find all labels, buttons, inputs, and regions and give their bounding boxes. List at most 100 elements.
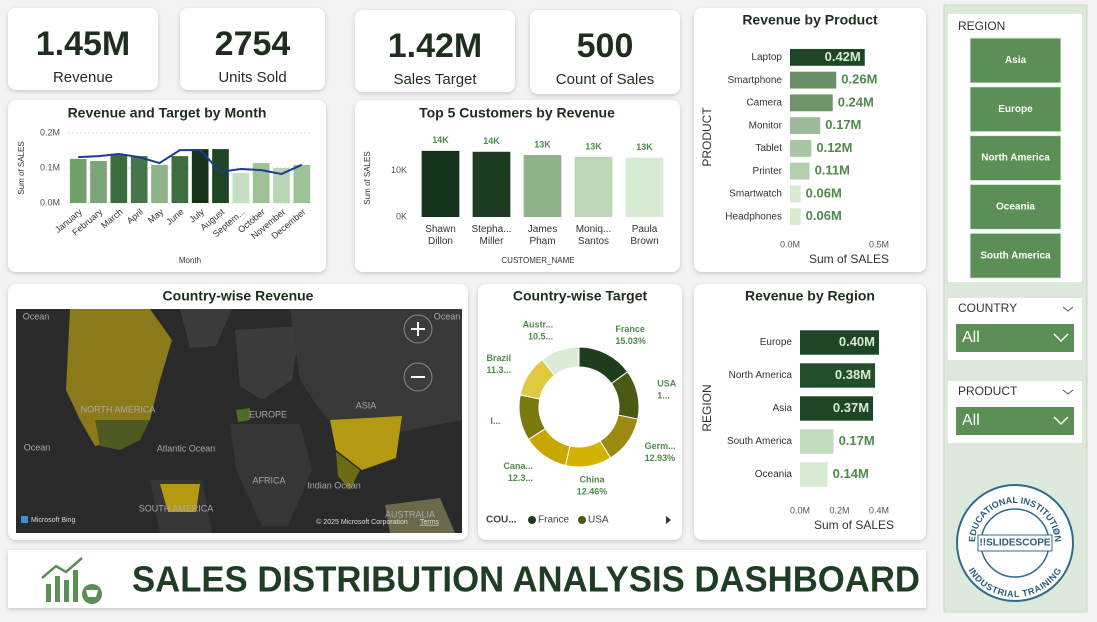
bar xyxy=(232,172,250,203)
y-tick-label: Smartwatch xyxy=(729,189,782,200)
data-label: 0.24M xyxy=(838,94,874,109)
y-tick-label: North America xyxy=(729,370,793,381)
data-label: 14K xyxy=(432,135,449,145)
bar xyxy=(800,429,834,454)
landmass xyxy=(236,408,250,422)
kpi-label: Sales Target xyxy=(393,71,477,88)
landmass xyxy=(230,424,312,526)
dropdown-value: All xyxy=(962,412,980,429)
card xyxy=(180,8,325,90)
slicer-chevron xyxy=(1062,389,1074,395)
slicer-chevron xyxy=(1062,306,1074,312)
zoom-in-icon xyxy=(411,322,425,336)
slice-label: Germ... xyxy=(645,441,676,451)
bar xyxy=(790,48,865,66)
data-label: 13K xyxy=(636,142,653,152)
icon-cart-body xyxy=(86,590,98,597)
icon-bar xyxy=(64,580,69,602)
card xyxy=(355,10,515,92)
y-tick-label: Headphones xyxy=(725,211,782,222)
slicer-title: REGION xyxy=(958,19,1005,33)
bing-logo xyxy=(21,516,28,523)
y-tick-label: 0.0M xyxy=(40,197,60,207)
slicer-title: PRODUCT xyxy=(958,384,1018,398)
y-tick-label: Asia xyxy=(773,403,793,414)
kpi-label: Units Sold xyxy=(218,69,286,86)
chart-title: Country-wise Revenue xyxy=(163,288,314,304)
donut-slice xyxy=(541,346,580,377)
slicer-option-label: Oceania xyxy=(996,202,1035,213)
slicer-option[interactable] xyxy=(969,135,1062,182)
chart-title: Revenue and Target by Month xyxy=(68,105,267,121)
bar xyxy=(790,208,801,226)
y-tick-label: Tablet xyxy=(755,143,782,154)
data-label: 0.11M xyxy=(815,163,850,178)
slicer-option[interactable] xyxy=(969,183,1062,230)
y-axis-title: REGION xyxy=(700,384,714,431)
data-label: 15.03% xyxy=(615,336,646,346)
map-attribution: Microsoft Bing xyxy=(31,517,75,524)
legend-label: France xyxy=(538,515,570,526)
slicer-option[interactable] xyxy=(969,86,1062,133)
legend-title: COU... xyxy=(486,515,517,526)
data-label: 0.14M xyxy=(833,466,869,481)
dropdown-chevron xyxy=(1053,416,1069,426)
icon-bar xyxy=(46,584,51,602)
chart-title: Top 5 Customers by Revenue xyxy=(419,105,615,121)
slicer-option[interactable] xyxy=(969,232,1062,279)
y-tick-label: South America xyxy=(727,436,792,447)
dropdown-value: All xyxy=(962,329,980,346)
y-tick-label: Oceania xyxy=(755,469,793,480)
bar xyxy=(790,94,833,112)
legend-swatch xyxy=(578,516,586,524)
data-label: 0.06M xyxy=(806,208,842,223)
data-label: 0.40M xyxy=(839,334,875,349)
landmass xyxy=(160,484,200,512)
chart-title: Revenue by Product xyxy=(742,12,878,28)
icon-bar xyxy=(73,570,78,602)
landmass xyxy=(180,309,232,348)
map-label: AFRICA xyxy=(252,475,285,485)
slicer-option-label: Asia xyxy=(1005,55,1027,66)
data-label: 0.17M xyxy=(839,433,875,448)
chart-title: Country-wise Target xyxy=(513,288,648,304)
data-label: 0.26M xyxy=(841,72,877,87)
dropdown[interactable] xyxy=(956,324,1074,352)
data-label: 12.93% xyxy=(645,453,676,463)
map-terms[interactable]: Terms xyxy=(420,519,440,526)
landmass xyxy=(385,498,455,533)
x-tick-label-box: Paula Brown xyxy=(630,224,659,247)
target-line xyxy=(78,149,303,175)
x-tick-label: 0.5M xyxy=(869,239,889,249)
bar xyxy=(212,149,229,203)
bar xyxy=(790,117,821,135)
y-tick-label: 0.1M xyxy=(40,162,60,172)
x-tick-label: Paula Brown xyxy=(630,224,659,247)
map-label: ASIA xyxy=(356,400,377,410)
legend-next[interactable] xyxy=(666,516,671,524)
logo-banner xyxy=(977,534,1053,552)
icon-bar xyxy=(55,576,60,602)
kpi-label: Revenue xyxy=(53,69,113,86)
map-label: Ocean xyxy=(24,442,51,452)
y-tick-label: Europe xyxy=(760,337,793,348)
bar xyxy=(252,163,270,203)
bar xyxy=(790,139,812,157)
map xyxy=(16,309,462,533)
bar xyxy=(191,149,209,203)
map-label: Ocean xyxy=(434,311,461,321)
legend-label: USA xyxy=(588,515,609,526)
bar xyxy=(171,156,189,203)
slicer-option[interactable] xyxy=(969,37,1062,84)
cards xyxy=(8,8,926,540)
x-tick-label-box: Shawn Dillon xyxy=(425,224,456,247)
data-label: 14K xyxy=(483,136,500,146)
map-label: EUROPE xyxy=(249,409,287,419)
data-label: 10.5... xyxy=(528,332,553,342)
dropdown[interactable] xyxy=(956,407,1074,435)
y-tick-label: Camera xyxy=(746,98,782,109)
x-axis-title: Month xyxy=(179,256,201,265)
map-label: Indian Ocean xyxy=(307,480,361,490)
